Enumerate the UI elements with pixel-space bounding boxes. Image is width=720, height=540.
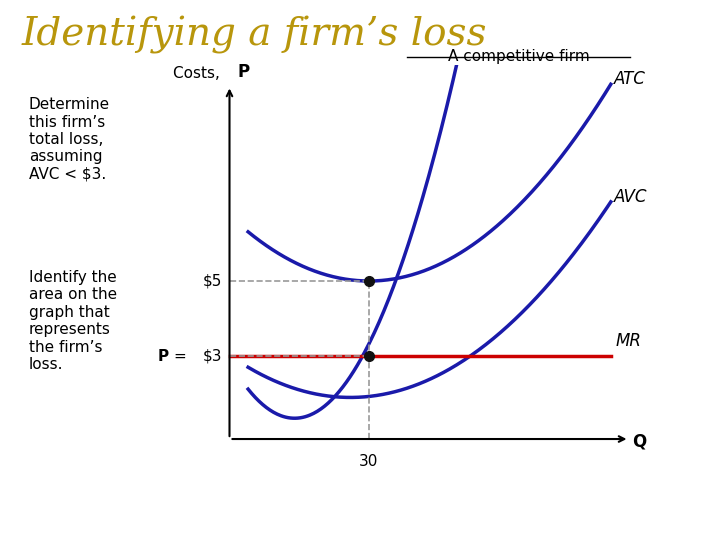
Text: Identify the
area on the
graph that
represents
the firm’s
loss.: Identify the area on the graph that repr… (29, 270, 117, 372)
Text: $\mathbf{P}$ =: $\mathbf{P}$ = (157, 348, 188, 364)
Text: ATC: ATC (613, 70, 645, 89)
Text: Identifying a firm’s loss: Identifying a firm’s loss (22, 16, 487, 54)
Text: AVC: AVC (613, 188, 647, 206)
Text: MR: MR (616, 332, 642, 349)
Text: $\mathbf{P}$: $\mathbf{P}$ (237, 63, 251, 82)
Text: Determine
this firm’s
total loss,
assuming
AVC < $3.: Determine this firm’s total loss, assumi… (29, 97, 110, 182)
Text: $3: $3 (202, 348, 222, 363)
Text: 30: 30 (359, 454, 379, 469)
Text: Costs,: Costs, (173, 66, 225, 82)
Text: $5: $5 (203, 274, 222, 288)
Text: A competitive firm: A competitive firm (448, 49, 589, 64)
Text: $\mathbf{Q}$: $\mathbf{Q}$ (632, 431, 647, 450)
